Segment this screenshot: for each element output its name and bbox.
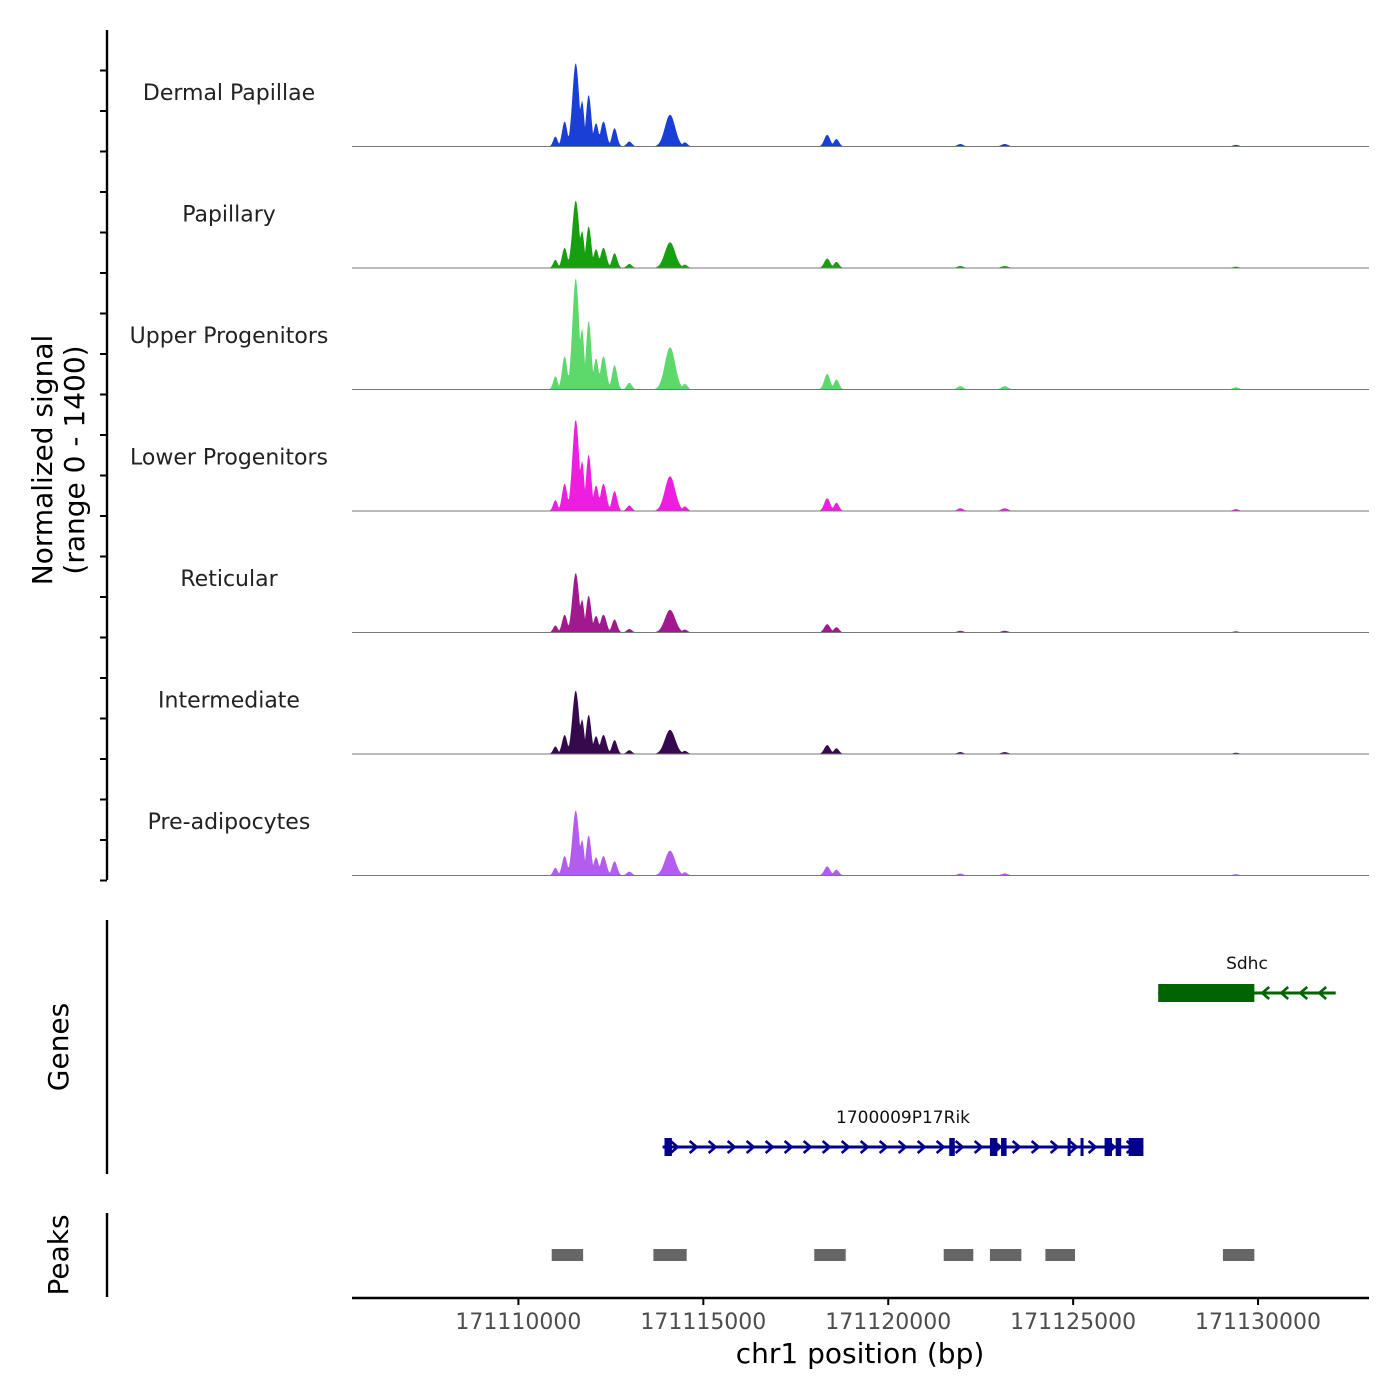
strand-arrow bbox=[802, 1140, 813, 1154]
strand-arrow bbox=[954, 1140, 965, 1154]
peak-region bbox=[653, 1249, 687, 1261]
track-dermal-papillae: Dermal Papillae bbox=[143, 63, 1369, 147]
track-label: Papillary bbox=[182, 203, 276, 228]
x-tick-label: 171115000 bbox=[640, 1310, 766, 1335]
peak-region bbox=[989, 1249, 1022, 1261]
gene-sdhc: Sdhc bbox=[1158, 954, 1336, 1002]
gene-exon bbox=[664, 1138, 672, 1156]
gene-name-label: Sdhc bbox=[1226, 954, 1268, 974]
x-tick-label: 171110000 bbox=[455, 1310, 581, 1335]
x-axis-title: chr1 position (bp) bbox=[736, 1337, 985, 1370]
track-lower-progenitors: Lower Progenitors bbox=[130, 419, 1369, 512]
gene-name-label: 1700009P17Rik bbox=[836, 1108, 970, 1128]
coverage-area bbox=[352, 200, 1369, 268]
coverage-area bbox=[352, 63, 1369, 147]
strand-arrow bbox=[1030, 1140, 1041, 1154]
strand-arrow bbox=[935, 1140, 946, 1154]
strand-arrow bbox=[669, 1140, 680, 1154]
strand-arrow bbox=[1068, 1140, 1079, 1154]
coverage-area bbox=[352, 690, 1369, 754]
gene-exon bbox=[1067, 1138, 1071, 1156]
peak-region bbox=[943, 1249, 974, 1261]
strand-arrow bbox=[973, 1140, 984, 1154]
coverage-area bbox=[352, 419, 1369, 511]
strand-arrow bbox=[916, 1140, 927, 1154]
track-label: Intermediate bbox=[158, 689, 300, 714]
track-label: Reticular bbox=[180, 567, 278, 592]
track-reticular: Reticular bbox=[180, 567, 1369, 633]
strand-arrow bbox=[745, 1140, 756, 1154]
strand-arrow bbox=[859, 1140, 870, 1154]
track-label: Pre-adipocytes bbox=[148, 810, 311, 835]
strand-arrow bbox=[1049, 1140, 1060, 1154]
x-tick-label: 171130000 bbox=[1195, 1310, 1321, 1335]
gene-1700009p17rik: 1700009P17Rik bbox=[662, 1108, 1144, 1156]
coverage-tracks: Dermal Papillae Papillary Upper Progenitor… bbox=[130, 63, 1369, 876]
strand-arrow bbox=[726, 1140, 737, 1154]
y-axis-title-line1: Normalized signal bbox=[26, 335, 59, 586]
gene-exon bbox=[949, 1138, 955, 1156]
strand-arrow bbox=[1317, 986, 1328, 1000]
x-tick-label: 171120000 bbox=[825, 1310, 951, 1335]
peak-region bbox=[814, 1249, 846, 1261]
track-papillary: Papillary bbox=[182, 200, 1369, 269]
y-axis-title-line2: (range 0 - 1400) bbox=[58, 345, 91, 574]
coverage-area bbox=[352, 810, 1369, 876]
gene-exon bbox=[1104, 1138, 1112, 1156]
track-label: Lower Progenitors bbox=[130, 446, 328, 471]
peak-track bbox=[551, 1249, 1255, 1261]
gene-exon bbox=[1158, 984, 1255, 1002]
strand-arrow bbox=[707, 1140, 718, 1154]
track-intermediate: Intermediate bbox=[158, 689, 1369, 755]
x-axis-ticks: 171110000 171115000 171120000 171125000 1711… bbox=[455, 1298, 1321, 1335]
gene-exon bbox=[1128, 1138, 1144, 1156]
track-label: Dermal Papillae bbox=[143, 81, 315, 106]
gene-exon bbox=[1001, 1138, 1007, 1156]
peak-region bbox=[1222, 1249, 1255, 1261]
strand-arrow bbox=[1087, 1140, 1098, 1154]
gene-exon bbox=[1080, 1138, 1084, 1156]
gene-exon bbox=[989, 1138, 998, 1156]
strand-arrow bbox=[878, 1140, 889, 1154]
strand-arrow bbox=[1011, 1140, 1022, 1154]
strand-arrow bbox=[1298, 986, 1309, 1000]
strand-arrow bbox=[821, 1140, 832, 1154]
peak-region bbox=[1045, 1249, 1075, 1261]
strand-arrow bbox=[840, 1140, 851, 1154]
strand-arrow bbox=[1279, 986, 1290, 1000]
coverage-area bbox=[352, 278, 1369, 390]
x-tick-label: 171125000 bbox=[1010, 1310, 1136, 1335]
gene-annotation-track: Sdhc 1700009P17Rik bbox=[662, 954, 1336, 1156]
track-pre-adipocytes: Pre-adipocytes bbox=[148, 810, 1369, 876]
genes-axis-title: Genes bbox=[42, 1003, 75, 1091]
strand-arrow bbox=[897, 1140, 908, 1154]
strand-arrow bbox=[783, 1140, 794, 1154]
signal-y-axis-ticks bbox=[100, 69, 107, 882]
gene-exon bbox=[1115, 1138, 1122, 1156]
track-upper-progenitors: Upper Progenitors bbox=[130, 278, 1369, 390]
strand-arrow bbox=[688, 1140, 699, 1154]
coverage-area bbox=[352, 572, 1369, 633]
strand-arrow bbox=[1260, 986, 1271, 1000]
strand-arrow bbox=[764, 1140, 775, 1154]
peak-region bbox=[551, 1249, 584, 1261]
track-label: Upper Progenitors bbox=[130, 324, 329, 349]
peaks-axis-title: Peaks bbox=[42, 1214, 75, 1295]
